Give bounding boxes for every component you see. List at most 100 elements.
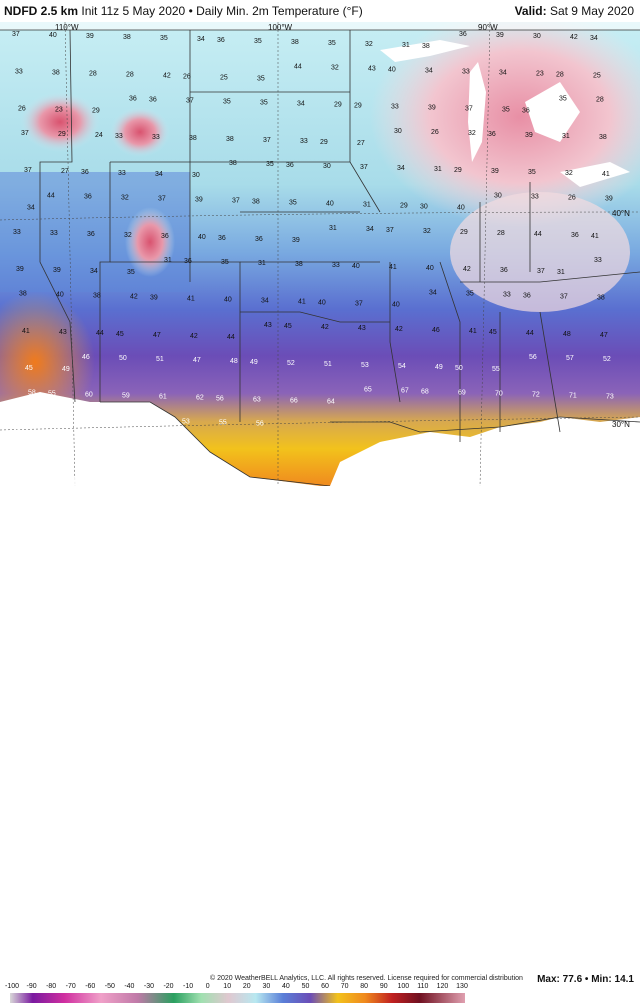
temperature-value: 60 [85, 391, 93, 398]
temperature-value: 37 [186, 98, 194, 105]
temperature-value: 36 [500, 267, 508, 274]
temperature-value: 31 [258, 260, 266, 267]
temperature-value: 36 [522, 108, 530, 115]
temperature-value: 34 [90, 268, 98, 275]
temperature-value: 41 [602, 171, 610, 178]
temperature-value: 36 [184, 258, 192, 265]
temperature-value: 32 [423, 228, 431, 235]
lon-label-110: 110°W [55, 23, 79, 32]
temperature-value: 35 [223, 99, 231, 106]
temperature-value: 40 [426, 265, 434, 272]
temperature-value: 31 [562, 133, 570, 140]
temperature-value: 35 [127, 269, 135, 276]
temperature-value: 33 [531, 194, 539, 201]
scale-tick-label: 90 [379, 983, 388, 990]
temperature-value: 26 [18, 106, 26, 113]
temperature-value: 30 [420, 204, 428, 211]
temperature-value: 32 [121, 195, 129, 202]
temperature-value: 72 [532, 391, 540, 398]
temperature-value: 27 [61, 168, 69, 175]
max-min-readout: Max: 77.6 • Min: 14.1 [537, 974, 634, 985]
copyright-credit: © 2020 WeatherBELL Analytics, LLC. All r… [210, 975, 523, 982]
scale-tick-label: -10 [183, 983, 194, 990]
temperature-value: 33 [391, 104, 399, 111]
temperature-value: 39 [525, 132, 533, 139]
init-time: Init 11z 5 May 2020 [81, 4, 186, 18]
graticule [0, 22, 640, 486]
temperature-value: 26 [431, 129, 439, 136]
temperature-value: 49 [250, 359, 258, 366]
temperature-value: 33 [462, 68, 470, 75]
temperature-value: 28 [596, 97, 604, 104]
temperature-value: 37 [355, 300, 363, 307]
temperature-value: 38 [123, 34, 131, 41]
model-name: NDFD 2.5 km [4, 4, 79, 18]
temperature-value: 34 [27, 205, 35, 212]
temperature-value: 66 [290, 397, 298, 404]
cold-mountain-spot-3 [125, 207, 175, 277]
temperature-value: 38 [599, 134, 607, 141]
temperature-value: 38 [229, 160, 237, 167]
temperature-value: 38 [19, 290, 27, 297]
temperature-value: 31 [434, 166, 442, 173]
temperature-value: 40 [318, 299, 326, 306]
valid-time: Valid: Sat 9 May 2020 [515, 4, 634, 18]
temperature-value: 59 [51, 428, 59, 435]
temperature-value: 40 [198, 234, 206, 241]
temperature-value: 55 [492, 366, 500, 373]
temperature-value: 43 [358, 325, 366, 332]
temperature-value: 35 [502, 107, 510, 114]
temperature-value: 53 [182, 419, 190, 426]
temperature-value: 32 [468, 130, 476, 137]
temperature-value: 30 [394, 128, 402, 135]
station-temperatures: 37 40 39 38 35 34 36 35 38 35 32 31 38 36 39 30 42 34 33 38… [12, 31, 614, 438]
temperature-value: 38 [252, 199, 260, 206]
temperature-value: 35 [266, 161, 274, 168]
temperature-value: 37 [560, 293, 568, 300]
temperature-value: 60 [88, 429, 96, 436]
scale-tick-label: 100 [397, 983, 410, 990]
temperature-value: 49 [435, 364, 443, 371]
graticule-labels: 110°W 100°W 90°W 40°N 30°N [55, 23, 630, 429]
logo-circle-icon [6, 472, 26, 486]
temperature-value: 35 [559, 96, 567, 103]
temperature-value: 39 [605, 196, 613, 203]
temperature-value: 34 [155, 171, 163, 178]
temperature-value: 36 [129, 96, 137, 103]
temperature-value: 36 [459, 31, 467, 38]
temperature-value: 51 [324, 361, 332, 368]
temperature-value: 42 [321, 324, 329, 331]
temperature-value: 40 [56, 291, 64, 298]
temperature-value: 52 [603, 356, 611, 363]
temperature-value: 53 [361, 362, 369, 369]
temperature-value: 55 [219, 420, 227, 427]
temperature-value: 69 [458, 389, 466, 396]
temperature-value: 37 [537, 268, 545, 275]
temperature-value: 41 [591, 233, 599, 240]
temperature-value: 44 [96, 330, 104, 337]
temperature-value: 46 [432, 327, 440, 334]
temperature-value: 35 [160, 35, 168, 42]
lake-huron [525, 82, 580, 142]
lon-label-100: 100°W [268, 23, 293, 32]
temperature-value: 43 [59, 329, 67, 336]
scale-tick-label: 50 [301, 983, 310, 990]
temperature-value: 28 [89, 70, 97, 77]
temperature-value: 49 [62, 366, 70, 373]
temperature-value: 47 [600, 332, 608, 339]
scale-tick-label: 10 [223, 983, 232, 990]
temperature-value: 26 [183, 73, 191, 80]
temperature-value: 41 [298, 298, 306, 305]
temperature-value: 39 [53, 267, 61, 274]
scale-tick-label: 110 [417, 983, 429, 990]
temperature-value: 31 [557, 269, 565, 276]
scale-tick-label: -50 [104, 983, 115, 990]
temperature-value: 28 [126, 71, 134, 78]
temperature-value: 42 [395, 326, 403, 333]
temperature-value: 71 [569, 392, 577, 399]
temperature-value: 37 [360, 164, 368, 171]
valid-label: Valid: [514, 4, 547, 18]
temperature-value: 50 [119, 355, 127, 362]
scale-tick-label: 20 [242, 983, 251, 990]
temperature-value: 42 [163, 72, 171, 79]
